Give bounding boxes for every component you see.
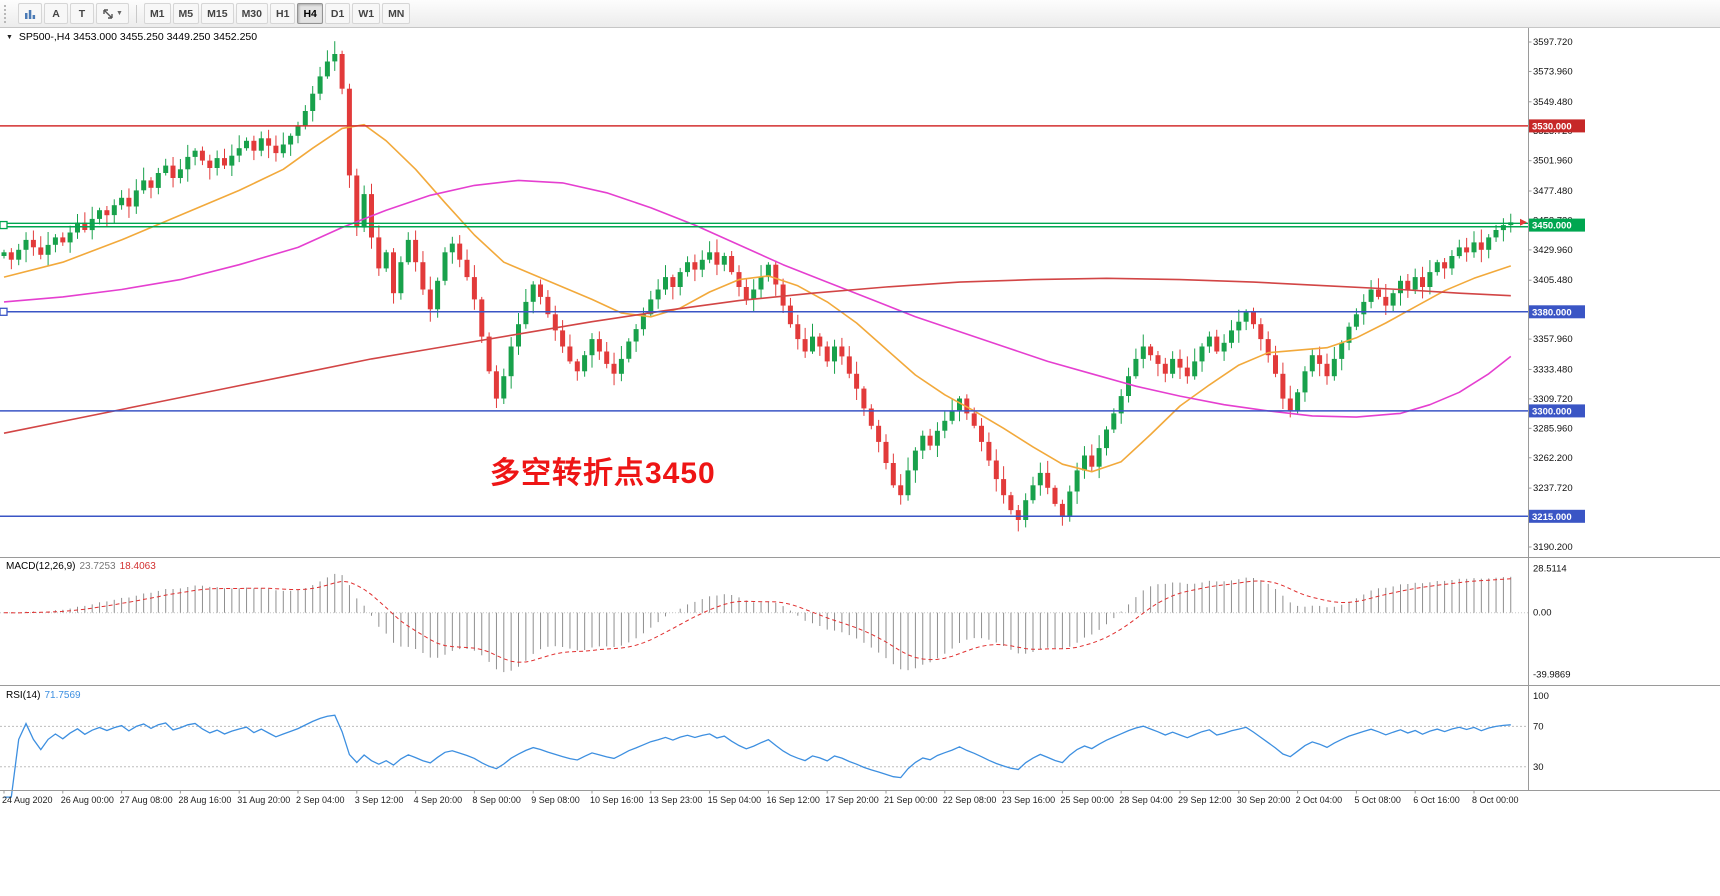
toolbar-grip[interactable] <box>4 4 11 23</box>
toolbar: A T ▼ M1 M5 M15 M30 H1 H4 D1 W1 MN <box>0 0 1720 28</box>
svg-text:17 Sep 20:00: 17 Sep 20:00 <box>825 795 879 805</box>
toolbar-separator <box>135 4 137 23</box>
svg-text:3285.960: 3285.960 <box>1533 423 1573 434</box>
chart-canvas[interactable]: 3597.7203573.9603549.4803525.7203501.960… <box>0 28 1720 896</box>
svg-text:3 Sep 12:00: 3 Sep 12:00 <box>355 795 404 805</box>
svg-text:3429.960: 3429.960 <box>1533 245 1573 256</box>
svg-text:13 Sep 23:00: 13 Sep 23:00 <box>649 795 703 805</box>
svg-text:3309.720: 3309.720 <box>1533 394 1573 405</box>
svg-text:0.00: 0.00 <box>1533 608 1552 619</box>
svg-text:3262.200: 3262.200 <box>1533 453 1573 464</box>
timeframe-mn-button[interactable]: MN <box>382 3 411 24</box>
svg-text:28.5114: 28.5114 <box>1533 564 1567 575</box>
cursor-tool-button[interactable]: ▼ <box>96 3 129 24</box>
svg-text:3549.480: 3549.480 <box>1533 97 1573 108</box>
timeframe-m1-button[interactable]: M1 <box>143 3 171 24</box>
svg-text:3597.720: 3597.720 <box>1533 37 1573 48</box>
svg-text:28 Aug 16:00: 28 Aug 16:00 <box>178 795 231 805</box>
svg-text:3530.000: 3530.000 <box>1532 121 1572 132</box>
svg-text:21 Sep 00:00: 21 Sep 00:00 <box>884 795 938 805</box>
t-tool-button[interactable]: T <box>70 3 94 24</box>
cursor-arrows-icon <box>103 8 113 19</box>
svg-text:3573.960: 3573.960 <box>1533 66 1573 77</box>
svg-text:9 Sep 08:00: 9 Sep 08:00 <box>531 795 580 805</box>
svg-text:8 Oct 00:00: 8 Oct 00:00 <box>1472 795 1519 805</box>
svg-text:3190.200: 3190.200 <box>1533 542 1573 553</box>
svg-text:10 Sep 16:00: 10 Sep 16:00 <box>590 795 644 805</box>
svg-text:24 Aug 2020: 24 Aug 2020 <box>2 795 53 805</box>
svg-text:27 Aug 08:00: 27 Aug 08:00 <box>120 795 173 805</box>
time-axis[interactable] <box>0 790 1528 816</box>
bar-chart-icon <box>25 9 36 19</box>
svg-text:3501.960: 3501.960 <box>1533 156 1573 167</box>
svg-text:70: 70 <box>1533 721 1544 732</box>
timeframe-w1-button[interactable]: W1 <box>352 3 381 24</box>
timeframe-m30-button[interactable]: M30 <box>235 3 268 24</box>
svg-text:23 Sep 16:00: 23 Sep 16:00 <box>1002 795 1056 805</box>
svg-text:3333.480: 3333.480 <box>1533 364 1573 375</box>
svg-text:6 Oct 16:00: 6 Oct 16:00 <box>1413 795 1460 805</box>
timeframe-m15-button[interactable]: M15 <box>201 3 234 24</box>
svg-text:-39.9869: -39.9869 <box>1533 670 1571 681</box>
svg-text:2 Sep 04:00: 2 Sep 04:00 <box>296 795 345 805</box>
svg-text:3300.000: 3300.000 <box>1532 406 1572 417</box>
chart-type-button[interactable] <box>18 3 42 24</box>
svg-text:3450.000: 3450.000 <box>1532 221 1572 232</box>
svg-text:30 Sep 20:00: 30 Sep 20:00 <box>1237 795 1291 805</box>
a-tool-button[interactable]: A <box>44 3 68 24</box>
svg-text:2 Oct 04:00: 2 Oct 04:00 <box>1296 795 1343 805</box>
timeframe-d1-button[interactable]: D1 <box>324 3 351 24</box>
svg-text:3380.000: 3380.000 <box>1532 307 1572 318</box>
svg-text:3405.480: 3405.480 <box>1533 275 1573 286</box>
svg-text:3215.000: 3215.000 <box>1532 512 1572 523</box>
svg-text:100: 100 <box>1533 691 1549 702</box>
svg-text:28 Sep 04:00: 28 Sep 04:00 <box>1119 795 1173 805</box>
svg-text:30: 30 <box>1533 762 1544 773</box>
svg-text:22 Sep 08:00: 22 Sep 08:00 <box>943 795 997 805</box>
svg-text:8 Sep 00:00: 8 Sep 00:00 <box>472 795 521 805</box>
svg-text:15 Sep 04:00: 15 Sep 04:00 <box>708 795 762 805</box>
timeframe-m5-button[interactable]: M5 <box>172 3 200 24</box>
svg-text:25 Sep 00:00: 25 Sep 00:00 <box>1060 795 1114 805</box>
svg-text:4 Sep 20:00: 4 Sep 20:00 <box>414 795 463 805</box>
svg-text:3237.720: 3237.720 <box>1533 483 1573 494</box>
svg-text:3357.960: 3357.960 <box>1533 334 1573 345</box>
chart-panel: 3597.7203573.9603549.4803525.7203501.960… <box>0 28 1720 896</box>
svg-text:3477.480: 3477.480 <box>1533 186 1573 197</box>
svg-text:29 Sep 12:00: 29 Sep 12:00 <box>1178 795 1232 805</box>
svg-text:5 Oct 08:00: 5 Oct 08:00 <box>1354 795 1401 805</box>
timeframe-h4-button[interactable]: H4 <box>297 3 323 24</box>
timeframe-h1-button[interactable]: H1 <box>270 3 296 24</box>
svg-text:31 Aug 20:00: 31 Aug 20:00 <box>237 795 290 805</box>
svg-text:26 Aug 00:00: 26 Aug 00:00 <box>61 795 114 805</box>
svg-text:16 Sep 12:00: 16 Sep 12:00 <box>766 795 820 805</box>
price-axis[interactable] <box>1530 28 1720 818</box>
chevron-down-icon: ▼ <box>116 10 123 17</box>
